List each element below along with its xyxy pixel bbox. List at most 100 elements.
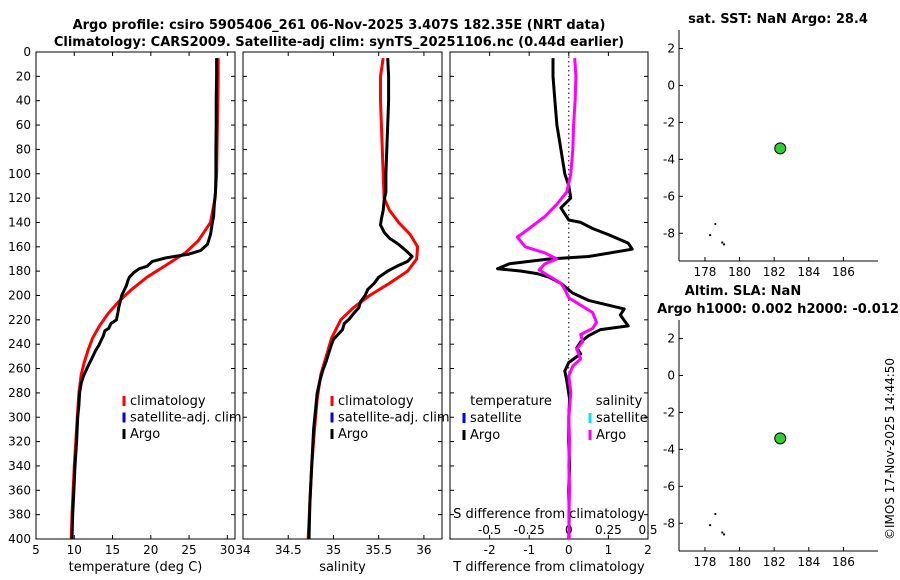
sst_map-dot [709, 234, 712, 237]
sla_map-dot [714, 512, 717, 516]
sst_map-ytick-label: -8 [663, 226, 675, 240]
sla_map-ytick-label: -2 [663, 405, 675, 419]
salinity-panel: 34 34.5 35 35.5 36 salinity climatology satelli… [235, 51, 450, 575]
temperature-xtick-label: 5 [32, 543, 40, 557]
sla_map-ytick-label: 2 [667, 331, 675, 345]
sla_map-dot [722, 533, 726, 536]
sla_map-ytick-label: -6 [663, 479, 675, 493]
sst_map-panel: 2 0 -2 -4 -6 -8 178 180 182 184 186 sat. SST: NaN A… [663, 12, 878, 279]
temperature-ytick-label: 400 [8, 532, 31, 546]
difference-xtick-label: -2 [484, 543, 496, 557]
difference-axes-box [449, 51, 649, 540]
salinity-xtick-label: 34.5 [275, 543, 302, 557]
salinity-xtick-label: 34 [235, 543, 250, 557]
difference-top-tick-label: -0.25 [514, 523, 545, 537]
temperature-xtick-label: 25 [181, 543, 196, 557]
salinity-xtick-label: 36 [416, 543, 431, 557]
difference-legend-s-satellite-label: satellite [596, 411, 648, 426]
temperature-ytick-label: 260 [8, 362, 31, 376]
difference-legend-temperature-header: temperature [470, 394, 552, 409]
sst_map-xtick-label: 178 [694, 265, 717, 279]
difference-series-salinity-argo [515, 58, 598, 540]
temperature-ytick-label: 40 [16, 94, 31, 108]
sst_map-dot [721, 241, 724, 244]
sla_map-panel: 2 0 -2 -4 -6 -8 178 180 182 184 186 Altim. SLA: NaN… [657, 284, 899, 569]
temperature-ytick-label: 160 [8, 240, 31, 254]
temperature-ytick-label: 60 [16, 118, 31, 132]
salinity-axes-box [242, 51, 443, 540]
sla_map-xtick-label: 180 [728, 555, 751, 569]
sst_map-ytick-label: 0 [667, 78, 675, 92]
sla_map-xtick-label: 182 [763, 555, 786, 569]
temperature-ytick-label: 280 [8, 386, 31, 400]
sst_map-ytick-label: -2 [663, 115, 675, 129]
temperature-ytick-label: 220 [8, 313, 31, 327]
temperature-ytick-label: 20 [16, 69, 31, 83]
sla_map-dot [709, 524, 712, 527]
sst_map-xtick-label: 182 [763, 265, 786, 279]
sla_map-dot [721, 531, 724, 534]
sst_map-ytick-label: 2 [667, 41, 675, 55]
salinity-series-argo [307, 58, 414, 540]
temperature-xtick-label: 30 [220, 543, 235, 557]
sla_map-ytick-label: -8 [663, 516, 675, 530]
salinity-legend-0-label: climatology [338, 394, 414, 409]
temperature-series-climatology [69, 58, 220, 540]
temperature-ytick-label: 360 [8, 483, 31, 497]
sla_map-xtick-label: 186 [832, 555, 855, 569]
figure-title-line1: Argo profile: csiro 5905406_261 06-Nov-2… [73, 18, 606, 33]
temperature-ytick-label: 120 [8, 191, 31, 205]
temperature-xtick-label: 10 [67, 543, 82, 557]
difference-xlabel: T difference from climatology [452, 560, 645, 575]
difference-top-tick-label: 0.25 [595, 523, 622, 537]
timestamp-label: ©IMOS 17-Nov-2025 14:44:50 [883, 358, 897, 540]
sst-map-title: sat. SST: NaN Argo: 28.4 [688, 12, 868, 27]
temperature-axes-box [35, 51, 236, 540]
temperature-xtick-label: 15 [105, 543, 120, 557]
difference-legend-s-argo-label: Argo [596, 428, 626, 443]
temperature-panel: 5 10 15 20 25 30 temperature (deg C) 0 20 40 60 80 1… [8, 45, 242, 575]
difference-legend-t-argo-label: Argo [470, 428, 500, 443]
temperature-ytick-label: 380 [8, 508, 31, 522]
difference-xtick-label: 1 [605, 543, 613, 557]
temperature-ytick-label: 240 [8, 337, 31, 351]
difference-series-temperature-argo [496, 58, 634, 540]
temperature-ytick-label: 340 [8, 459, 31, 473]
temperature-ytick-label: 100 [8, 167, 31, 181]
difference-legend-salinity-header: salinity [596, 394, 643, 409]
sla_map-xtick-label: 178 [694, 555, 717, 569]
sst_map-xtick-label: 180 [728, 265, 751, 279]
temperature-legend-1-label: satellite-adj. clim [130, 411, 242, 426]
temperature-legend-0-label: climatology [130, 394, 206, 409]
salinity-legend-2-label: Argo [338, 427, 368, 442]
sst_map-ytick-label: -4 [663, 152, 675, 166]
salinity-xtick-label: 35 [326, 543, 341, 557]
sst_map-dot [722, 243, 726, 246]
temperature-xtick-label: 20 [143, 543, 158, 557]
temperature-ytick-label: 0 [23, 45, 31, 59]
temperature-ytick-label: 320 [8, 435, 31, 449]
sla-map-title: Altim. SLA: NaN [685, 284, 801, 299]
figure-title-line2: Climatology: CARS2009. Satellite-adj cli… [54, 35, 624, 50]
difference-legend-t-satellite-label: satellite [470, 411, 522, 426]
difference-xtick-label: 2 [644, 543, 652, 557]
sst_map-dot [714, 222, 717, 226]
sla_map-ytick-label: 0 [667, 368, 675, 382]
salinity-legend-1-label: satellite-adj. clim [338, 411, 450, 426]
temperature-ytick-label: 80 [16, 142, 31, 156]
temperature-legend-2-label: Argo [130, 427, 160, 442]
salinity-xlabel: salinity [319, 560, 366, 575]
sst_map-ytick-label: -6 [663, 189, 675, 203]
sla_map-argo-marker [774, 432, 787, 445]
difference-xtick-label: 0 [565, 543, 573, 557]
sla_map-xtick-label: 184 [797, 555, 820, 569]
difference-panel: -2 -1 0 1 2 T difference from climatology S di… [449, 51, 658, 575]
temperature-ytick-label: 300 [8, 410, 31, 424]
sst_map-xtick-label: 184 [797, 265, 820, 279]
sla_map-ytick-label: -4 [663, 442, 675, 456]
temperature-ytick-label: 180 [8, 264, 31, 278]
difference-top-tick-label: 0.5 [638, 523, 657, 537]
temperature-xlabel: temperature (deg C) [69, 560, 203, 575]
difference-xtick-label: -1 [523, 543, 535, 557]
